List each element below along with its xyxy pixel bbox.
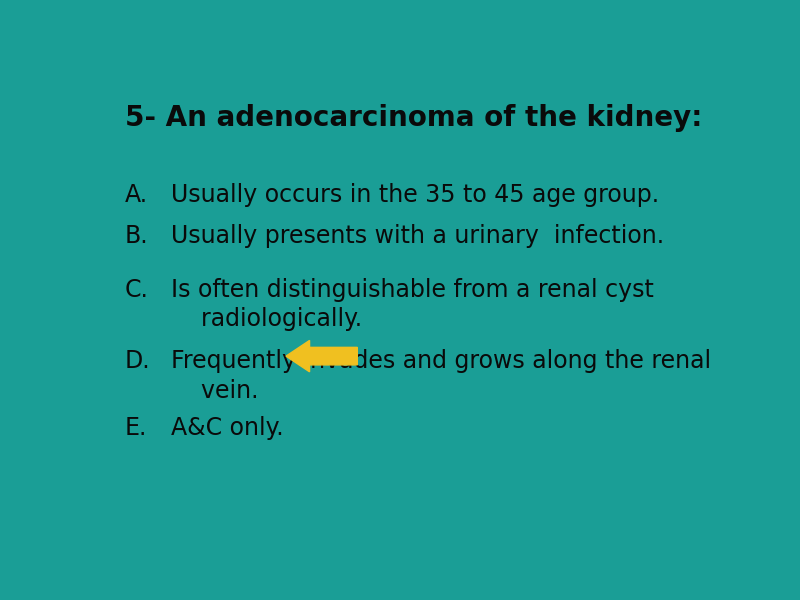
- Text: A.: A.: [125, 183, 148, 207]
- Text: Frequently invades and grows along the renal
    vein.: Frequently invades and grows along the r…: [171, 349, 711, 403]
- Text: 5- An adenocarcinoma of the kidney:: 5- An adenocarcinoma of the kidney:: [125, 104, 702, 133]
- Text: A&C only.: A&C only.: [171, 416, 284, 440]
- Text: C.: C.: [125, 278, 149, 302]
- Text: Usually occurs in the 35 to 45 age group.: Usually occurs in the 35 to 45 age group…: [171, 183, 659, 207]
- Text: Usually presents with a urinary  infection.: Usually presents with a urinary infectio…: [171, 224, 665, 248]
- Text: D.: D.: [125, 349, 150, 373]
- Text: E.: E.: [125, 416, 147, 440]
- Text: B.: B.: [125, 224, 149, 248]
- Text: Is often distinguishable from a renal cyst
    radiologically.: Is often distinguishable from a renal cy…: [171, 278, 654, 331]
- FancyArrow shape: [286, 340, 358, 372]
